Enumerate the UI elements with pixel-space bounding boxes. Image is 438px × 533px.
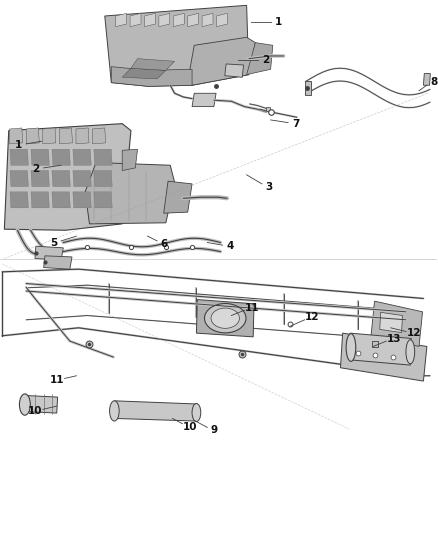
Polygon shape <box>73 192 91 208</box>
Polygon shape <box>43 128 56 144</box>
Polygon shape <box>85 163 175 224</box>
Polygon shape <box>52 171 70 187</box>
Text: 11: 11 <box>49 375 64 385</box>
Polygon shape <box>24 395 58 413</box>
Polygon shape <box>305 81 311 95</box>
Polygon shape <box>111 67 192 86</box>
Polygon shape <box>113 401 197 421</box>
Polygon shape <box>73 171 91 187</box>
Polygon shape <box>225 64 244 77</box>
Text: 5: 5 <box>50 238 57 248</box>
Polygon shape <box>424 74 431 85</box>
Text: 6: 6 <box>161 239 168 249</box>
Polygon shape <box>52 192 70 208</box>
Polygon shape <box>4 124 131 230</box>
Ellipse shape <box>19 394 30 415</box>
Polygon shape <box>188 13 198 27</box>
Polygon shape <box>31 171 49 187</box>
Ellipse shape <box>406 340 415 364</box>
Polygon shape <box>380 312 403 333</box>
Polygon shape <box>190 37 255 85</box>
Polygon shape <box>247 43 273 75</box>
Polygon shape <box>52 149 70 165</box>
Polygon shape <box>35 246 64 260</box>
Polygon shape <box>94 192 112 208</box>
Polygon shape <box>173 13 184 27</box>
Polygon shape <box>340 333 427 381</box>
Text: 4: 4 <box>227 241 234 251</box>
Polygon shape <box>130 13 141 27</box>
Text: 8: 8 <box>430 77 438 87</box>
Polygon shape <box>105 5 249 86</box>
Polygon shape <box>44 256 72 269</box>
Ellipse shape <box>205 304 246 333</box>
Polygon shape <box>26 128 39 144</box>
Text: 13: 13 <box>386 334 401 344</box>
Polygon shape <box>73 149 91 165</box>
Polygon shape <box>196 300 254 337</box>
Polygon shape <box>159 13 170 27</box>
Ellipse shape <box>192 403 201 422</box>
Polygon shape <box>164 181 192 213</box>
Polygon shape <box>131 59 175 70</box>
Polygon shape <box>31 192 49 208</box>
Text: 12: 12 <box>305 312 319 322</box>
Polygon shape <box>192 93 216 107</box>
Text: 1: 1 <box>15 140 22 150</box>
Text: 7: 7 <box>292 118 300 128</box>
Polygon shape <box>10 192 28 208</box>
Text: 11: 11 <box>245 303 259 313</box>
Polygon shape <box>92 128 106 144</box>
Polygon shape <box>76 128 89 144</box>
Polygon shape <box>31 149 49 165</box>
Polygon shape <box>94 171 112 187</box>
Ellipse shape <box>110 401 119 421</box>
Text: 9: 9 <box>211 425 218 435</box>
Ellipse shape <box>346 334 356 361</box>
Polygon shape <box>60 128 72 144</box>
Bar <box>0 0 437 259</box>
Text: 3: 3 <box>265 182 272 192</box>
Polygon shape <box>122 149 138 171</box>
Text: 10: 10 <box>182 422 197 432</box>
Polygon shape <box>94 149 112 165</box>
Polygon shape <box>202 13 213 27</box>
Bar <box>0 259 437 533</box>
Polygon shape <box>371 301 423 346</box>
Text: 2: 2 <box>32 164 39 174</box>
Polygon shape <box>10 149 28 165</box>
Polygon shape <box>10 171 28 187</box>
Polygon shape <box>145 13 155 27</box>
Text: 1: 1 <box>275 18 282 27</box>
Text: 2: 2 <box>262 55 269 65</box>
Text: 10: 10 <box>28 406 42 416</box>
Polygon shape <box>122 68 166 79</box>
Polygon shape <box>116 13 127 27</box>
Text: 12: 12 <box>406 328 421 338</box>
Polygon shape <box>216 13 227 27</box>
Polygon shape <box>349 333 411 365</box>
Polygon shape <box>10 128 23 144</box>
Ellipse shape <box>211 308 240 328</box>
